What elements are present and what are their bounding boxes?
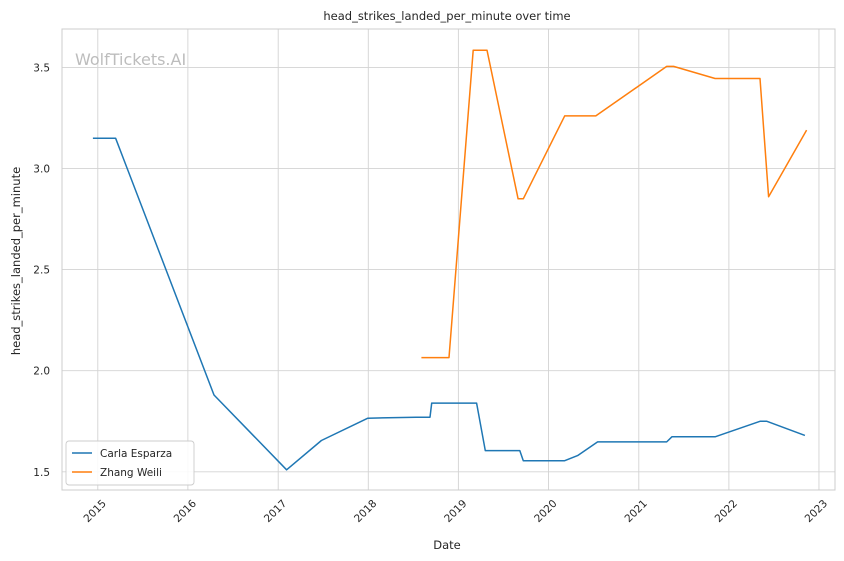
legend: Carla Esparza Zhang Weili: [65, 440, 195, 486]
y-tick-label: 2.5: [33, 265, 50, 277]
series-layer: [92, 49, 808, 471]
plot-frame: [61, 28, 836, 491]
y-axis-label: head_strikes_landed_per_minute: [9, 167, 23, 355]
legend-label: Zhang Weili: [100, 467, 162, 479]
chart-title: head_strikes_landed_per_minute over time: [323, 9, 570, 23]
series-line-1: [421, 49, 808, 359]
series-line-0: [92, 137, 806, 471]
y-tick-label: 3.5: [33, 62, 50, 74]
x-axis-label: Date: [433, 538, 461, 552]
legend-label: Carla Esparza: [100, 448, 172, 460]
y-tick-label: 3.0: [33, 164, 50, 176]
y-tick-label: 1.5: [33, 467, 50, 479]
y-tick-label: 2.0: [33, 366, 50, 378]
watermark: WolfTickets.AI: [75, 50, 186, 69]
legend-box: [65, 440, 195, 486]
gridlines: [62, 29, 835, 490]
